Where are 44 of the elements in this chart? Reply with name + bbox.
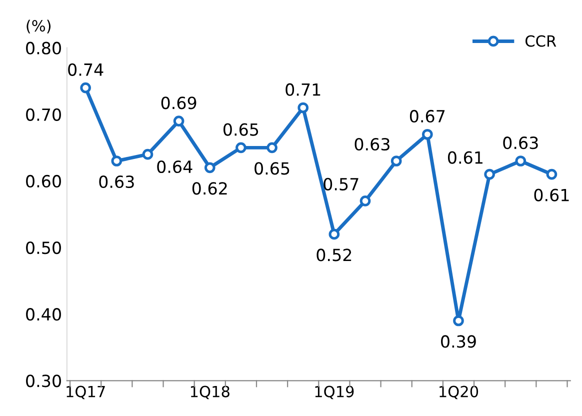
point bbox=[390, 156, 402, 166]
data-label: 0.57 bbox=[324, 178, 358, 190]
point bbox=[422, 128, 433, 140]
data-label: 0.62 bbox=[192, 182, 227, 195]
point bbox=[298, 102, 309, 114]
y-tick-label: 0.30 bbox=[26, 374, 61, 388]
data-label: 0.61 bbox=[448, 151, 482, 164]
data-label: 0.69 bbox=[161, 96, 196, 110]
y-tick-label: 0.80 bbox=[26, 42, 61, 54]
x-tick-label: 1Q17 bbox=[66, 386, 105, 400]
point bbox=[204, 162, 216, 174]
x-tick-label: 1Q20 bbox=[440, 386, 478, 400]
x-tick-label: 1Q19 bbox=[315, 386, 354, 400]
data-label: 0.52 bbox=[316, 248, 352, 262]
y-axis-title: (%) bbox=[26, 20, 51, 34]
y-tick-label: 0.60 bbox=[26, 174, 61, 188]
y-tick-label: 0.50 bbox=[26, 241, 61, 254]
point bbox=[360, 196, 371, 206]
data-label: 0.71 bbox=[286, 83, 320, 96]
data-label: 0.63 bbox=[99, 175, 134, 188]
x-tick-label: 1Q18 bbox=[190, 386, 230, 400]
point bbox=[266, 142, 278, 154]
point bbox=[328, 228, 340, 240]
data-label: 0.61 bbox=[534, 188, 569, 202]
point bbox=[111, 156, 122, 166]
data-label: 0.39 bbox=[441, 335, 476, 348]
data-label: 0.63 bbox=[503, 136, 538, 150]
data-label: 0.64 bbox=[157, 160, 192, 174]
data-label: 0.65 bbox=[224, 123, 258, 136]
point bbox=[173, 116, 184, 126]
point bbox=[484, 168, 495, 180]
data-label: 0.67 bbox=[410, 110, 445, 123]
point bbox=[80, 82, 91, 94]
data-label: 0.74 bbox=[68, 63, 104, 76]
point bbox=[236, 142, 246, 154]
point bbox=[515, 156, 526, 166]
data-label: 0.63 bbox=[354, 138, 390, 151]
point bbox=[546, 168, 558, 180]
legend-label: CCR bbox=[526, 35, 556, 47]
y-tick-label: 0.70 bbox=[26, 108, 61, 121]
y-tick-label: 0.40 bbox=[26, 308, 61, 321]
data-label: 0.65 bbox=[254, 162, 290, 175]
point bbox=[142, 148, 154, 160]
point bbox=[453, 315, 464, 326]
